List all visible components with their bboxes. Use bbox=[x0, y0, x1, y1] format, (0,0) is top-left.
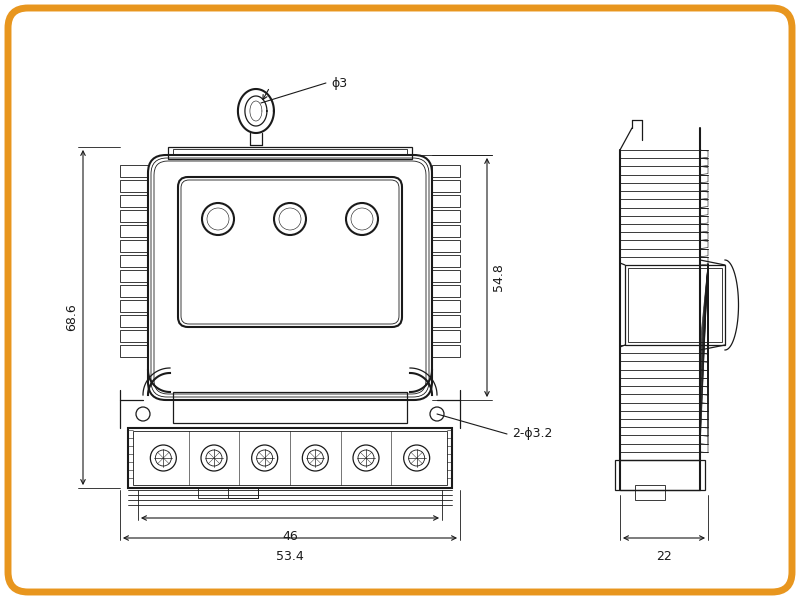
Bar bbox=[228, 488, 258, 498]
Bar bbox=[120, 255, 148, 267]
Bar bbox=[168, 147, 412, 159]
Text: 68.6: 68.6 bbox=[65, 304, 78, 331]
Bar bbox=[432, 345, 460, 357]
Bar bbox=[120, 285, 148, 297]
Bar bbox=[120, 210, 148, 222]
Text: 22: 22 bbox=[656, 550, 672, 563]
Bar bbox=[173, 392, 407, 423]
Bar bbox=[173, 149, 407, 155]
Bar bbox=[628, 268, 722, 342]
Bar bbox=[432, 285, 460, 297]
Bar bbox=[120, 165, 148, 177]
Bar bbox=[432, 180, 460, 192]
Bar bbox=[120, 225, 148, 237]
Bar bbox=[432, 225, 460, 237]
Text: 53.4: 53.4 bbox=[276, 550, 304, 563]
Bar bbox=[432, 165, 460, 177]
Bar bbox=[615, 460, 705, 490]
Bar bbox=[120, 345, 148, 357]
Bar bbox=[120, 240, 148, 252]
Bar bbox=[432, 315, 460, 327]
Bar bbox=[432, 270, 460, 282]
Text: 2-ϕ3.2: 2-ϕ3.2 bbox=[512, 427, 552, 440]
Bar bbox=[120, 180, 148, 192]
Text: 46: 46 bbox=[282, 530, 298, 543]
Bar bbox=[432, 255, 460, 267]
Bar bbox=[120, 330, 148, 342]
Bar bbox=[120, 300, 148, 312]
Bar bbox=[198, 488, 258, 498]
Bar bbox=[635, 485, 665, 500]
Bar bbox=[120, 315, 148, 327]
Bar bbox=[128, 428, 452, 488]
Bar bbox=[432, 195, 460, 207]
Bar bbox=[625, 265, 725, 345]
Bar bbox=[432, 300, 460, 312]
Bar bbox=[432, 240, 460, 252]
Text: 54.8: 54.8 bbox=[492, 263, 505, 292]
Bar bbox=[432, 330, 460, 342]
Text: ϕ3: ϕ3 bbox=[331, 76, 347, 89]
Bar bbox=[432, 210, 460, 222]
Bar bbox=[133, 431, 447, 485]
Bar bbox=[120, 270, 148, 282]
Bar bbox=[120, 195, 148, 207]
